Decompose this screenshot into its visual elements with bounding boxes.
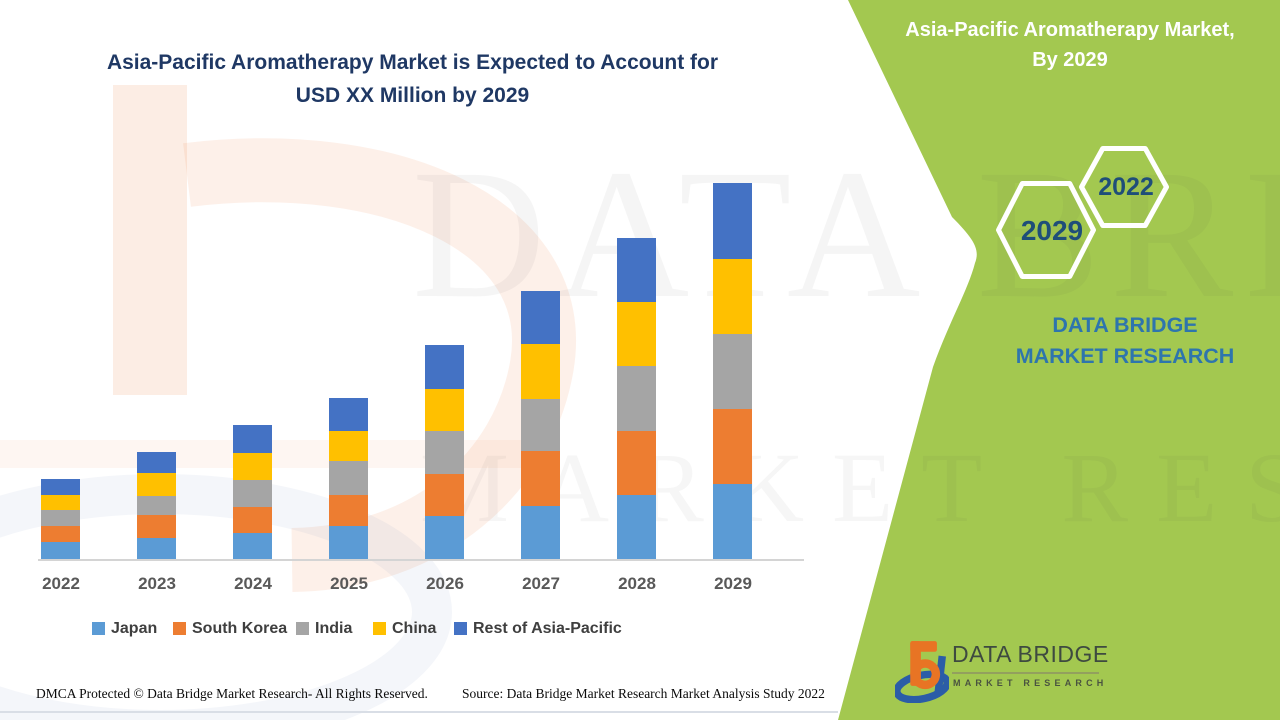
hexagon-badges [996, 146, 1169, 279]
x-axis-label-2029: 2029 [714, 574, 752, 593]
panel-title-line2: By 2029 [1032, 49, 1108, 71]
chart-legend: Japan South Korea India China Rest of Asia-P… [0, 617, 880, 647]
legend-label: South Korea [192, 620, 288, 637]
bar-segment-india-2025 [329, 461, 368, 495]
bar-chart [38, 170, 804, 561]
bar-segment-south-korea-2027 [521, 451, 560, 506]
bar-segment-india-2027 [521, 399, 560, 451]
x-axis-labels: 2022 2023 2024 2025 2026 2027 2028 2029 [38, 574, 804, 598]
legend-label: China [392, 620, 437, 637]
bar-segment-south-korea-2026 [425, 474, 464, 516]
bar-segment-china-2026 [425, 389, 464, 431]
chart-title-line2: USD XX Million by 2029 [295, 84, 530, 107]
bar-segment-rest-of-asia-pacific-2023 [137, 452, 176, 473]
legend-swatch-icon [296, 622, 309, 635]
bar-segment-china-2023 [137, 473, 176, 496]
bar-segment-india-2029 [713, 334, 752, 409]
bar-segment-rest-of-asia-pacific-2025 [329, 398, 368, 431]
data-bridge-logo-icon [895, 641, 949, 703]
bar-segment-china-2022 [41, 495, 80, 510]
bar-segment-japan-2027 [521, 506, 560, 559]
panel-title: Asia-Pacific Aromatherapy Market, By 202… [868, 15, 1272, 75]
bar-segment-south-korea-2025 [329, 495, 368, 526]
bar-segment-china-2025 [329, 431, 368, 461]
bar-segment-india-2022 [41, 510, 80, 526]
logo-divider [952, 672, 1099, 674]
legend-swatch-icon [92, 622, 105, 635]
legend-label: Rest of Asia-Pacific [473, 620, 622, 637]
bar-segment-south-korea-2029 [713, 409, 752, 484]
legend-swatch-icon [454, 622, 467, 635]
hexagon-year-2029: 2029 [1020, 215, 1084, 246]
legend-swatch-icon [173, 622, 186, 635]
logo-subtitle: MARKET RESEARCH [953, 678, 1108, 688]
chart-title: Asia-Pacific Aromatherapy Market is Expe… [80, 46, 745, 112]
footer-divider-line [0, 711, 838, 713]
bar-segment-rest-of-asia-pacific-2022 [41, 479, 80, 495]
bar-segment-south-korea-2028 [617, 431, 656, 495]
bar-segment-india-2028 [617, 366, 656, 431]
x-axis-label-2025: 2025 [330, 574, 368, 593]
legend-label: Japan [111, 620, 158, 637]
x-axis-label-2028: 2028 [618, 574, 656, 593]
bar-segment-china-2028 [617, 302, 656, 366]
x-axis-label-2024: 2024 [234, 574, 272, 593]
bar-segment-japan-2028 [617, 495, 656, 559]
bar-segment-china-2029 [713, 259, 752, 334]
bar-segment-japan-2023 [137, 538, 176, 559]
bar-segment-japan-2024 [233, 533, 272, 559]
bar-segment-india-2024 [233, 480, 272, 507]
x-axis-label-2027: 2027 [522, 574, 560, 593]
bar-segment-rest-of-asia-pacific-2024 [233, 425, 272, 453]
bar-segment-rest-of-asia-pacific-2029 [713, 183, 752, 259]
source-note: Source: Data Bridge Market Research Mark… [462, 686, 825, 701]
legend-swatch-icon [373, 622, 386, 635]
bar-segment-rest-of-asia-pacific-2028 [617, 238, 656, 302]
bar-segment-japan-2026 [425, 516, 464, 559]
bar-segment-rest-of-asia-pacific-2026 [425, 345, 464, 389]
watermark-stem [113, 85, 187, 395]
bar-segment-china-2024 [233, 453, 272, 480]
bar-segment-south-korea-2023 [137, 515, 176, 538]
bar-segment-india-2023 [137, 496, 176, 515]
panel-title-line1: Asia-Pacific Aromatherapy Market, [905, 19, 1235, 41]
watermark-band [0, 440, 560, 468]
hexagon-year-2022: 2022 [1098, 173, 1154, 201]
logo-name: DATA BRIDGE [952, 641, 1109, 667]
bar-segment-japan-2022 [41, 542, 80, 559]
bar-segment-china-2027 [521, 344, 560, 399]
bar-segment-south-korea-2024 [233, 507, 272, 533]
x-axis-label-2023: 2023 [138, 574, 176, 593]
hexagon-2022-outline [1079, 146, 1169, 228]
bar-segment-rest-of-asia-pacific-2027 [521, 291, 560, 344]
legend-label: India [315, 620, 353, 637]
brand-name: DATA BRIDGE MARKET RESEARCH [1015, 313, 1235, 368]
x-axis-label-2022: 2022 [42, 574, 80, 593]
x-axis-label-2026: 2026 [426, 574, 464, 593]
hexagon-2029-outline [996, 181, 1096, 279]
bar-segment-japan-2025 [329, 526, 368, 559]
data-bridge-logo: DATA BRIDGE MARKET RESEARCH [893, 627, 1128, 712]
green-panel-path [838, 0, 1280, 720]
bar-segment-japan-2029 [713, 484, 752, 559]
dmca-notice: DMCA Protected © Data Bridge Market Rese… [36, 686, 428, 701]
bar-segment-india-2026 [425, 431, 464, 474]
chart-title-line1: Asia-Pacific Aromatherapy Market is Expe… [106, 51, 719, 74]
bar-segment-south-korea-2022 [41, 526, 80, 542]
